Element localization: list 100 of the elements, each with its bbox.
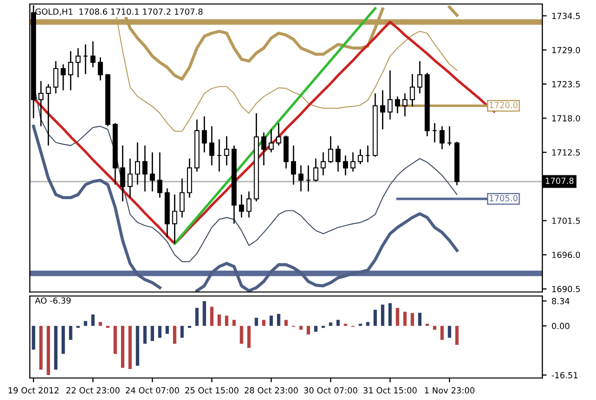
y-tick-label: 1718.0 — [552, 115, 580, 122]
bar — [195, 308, 199, 326]
candlestick — [134, 142, 140, 186]
candlestick — [313, 158, 318, 182]
series-label: 1720.0 — [490, 102, 518, 108]
candlestick — [402, 92, 408, 117]
bar — [410, 312, 414, 326]
candlestick — [440, 126, 445, 150]
bar — [158, 326, 162, 338]
bar — [366, 322, 370, 326]
bar — [120, 326, 124, 368]
bar — [166, 326, 169, 334]
candlestick — [238, 194, 244, 218]
bar — [54, 326, 58, 370]
bar — [276, 314, 280, 326]
candlestick — [157, 152, 162, 198]
candlestick — [298, 164, 304, 192]
candlestick — [76, 47, 81, 78]
y-tick-label: 8.34 — [552, 298, 570, 304]
x-tick-label: 1 Nov 23:00 — [424, 387, 474, 394]
y-tick-label: 0.00 — [552, 322, 570, 330]
bar — [91, 314, 95, 326]
candlestick — [417, 60, 422, 94]
bar — [84, 321, 88, 326]
candlestick — [68, 50, 74, 91]
candlestick — [350, 152, 356, 172]
x-tick-label: 25 Oct 15:00 — [185, 387, 238, 394]
bar — [328, 322, 332, 326]
bar — [380, 304, 384, 326]
bar — [388, 303, 392, 326]
candlestick — [38, 80, 44, 127]
chart-title: AO -6.39 — [34, 297, 71, 304]
bar — [440, 326, 444, 340]
y-tick-label: 1696.0 — [552, 252, 580, 258]
y-tick-label: 1734.5 — [552, 12, 580, 20]
bar — [262, 320, 266, 326]
candlestick — [142, 144, 148, 192]
candlestick — [410, 74, 415, 108]
y-tick-label: 1690.5 — [552, 286, 580, 292]
bar — [128, 326, 132, 370]
bar — [432, 326, 436, 330]
y-tick-label: -16.51 — [552, 372, 578, 378]
candlestick — [60, 64, 66, 91]
candlestick — [202, 116, 207, 153]
bar — [136, 326, 140, 366]
candlestick — [380, 90, 386, 130]
candlestick — [46, 83, 51, 146]
x-tick-label: 22 Oct 23:00 — [66, 387, 120, 394]
candlestick — [246, 190, 252, 218]
y-tick-label: 1712.5 — [552, 149, 580, 156]
candlestick — [98, 56, 103, 81]
bar — [202, 301, 206, 326]
candlestick — [276, 122, 282, 146]
bar — [46, 326, 50, 376]
candlestick — [320, 152, 326, 176]
y-tick-label: 1723.5 — [552, 81, 580, 88]
candlestick — [150, 152, 155, 192]
candlestick — [172, 194, 178, 244]
candlestick — [336, 144, 341, 172]
x-tick-label: 31 Oct 15:00 — [364, 387, 417, 394]
bar — [210, 306, 214, 326]
candlestick — [209, 126, 214, 166]
bar — [270, 316, 273, 326]
line-series — [173, 7, 376, 245]
bar — [306, 326, 310, 334]
bar — [284, 320, 288, 326]
y-tick-label: 1729.0 — [552, 46, 580, 54]
bar — [218, 314, 221, 326]
candlestick — [90, 40, 96, 68]
ref-line-label: 1707.8 — [546, 178, 574, 184]
bar — [172, 326, 176, 344]
bar — [68, 326, 72, 340]
bar — [224, 316, 228, 326]
candlestick — [53, 60, 58, 94]
x-tick-label: 30 Oct 07:00 — [304, 387, 358, 394]
bar — [374, 310, 377, 326]
candlestick — [394, 96, 400, 114]
candlestick — [180, 178, 185, 218]
candlestick — [290, 144, 296, 186]
candlestick — [388, 70, 393, 120]
series-label: 1705.0 — [490, 195, 518, 202]
candlestick — [358, 148, 363, 165]
bar — [403, 312, 407, 326]
y-tick-label: 1701.5 — [552, 218, 580, 224]
bar — [114, 326, 117, 354]
candlestick — [261, 132, 266, 166]
bar — [396, 308, 400, 326]
bar — [98, 322, 102, 326]
bar — [180, 326, 184, 338]
bar — [418, 312, 422, 326]
bar — [232, 320, 236, 326]
bar — [150, 326, 154, 342]
candlestick — [268, 128, 274, 153]
x-tick-label: 19 Oct 2012 — [8, 387, 58, 394]
candlestick — [328, 136, 334, 164]
x-tick-label: 24 Oct 07:00 — [126, 387, 179, 394]
x-tick-label: 28 Oct 23:00 — [244, 387, 298, 394]
candlestick — [342, 154, 348, 176]
candlestick — [120, 144, 126, 202]
bar — [314, 326, 318, 332]
